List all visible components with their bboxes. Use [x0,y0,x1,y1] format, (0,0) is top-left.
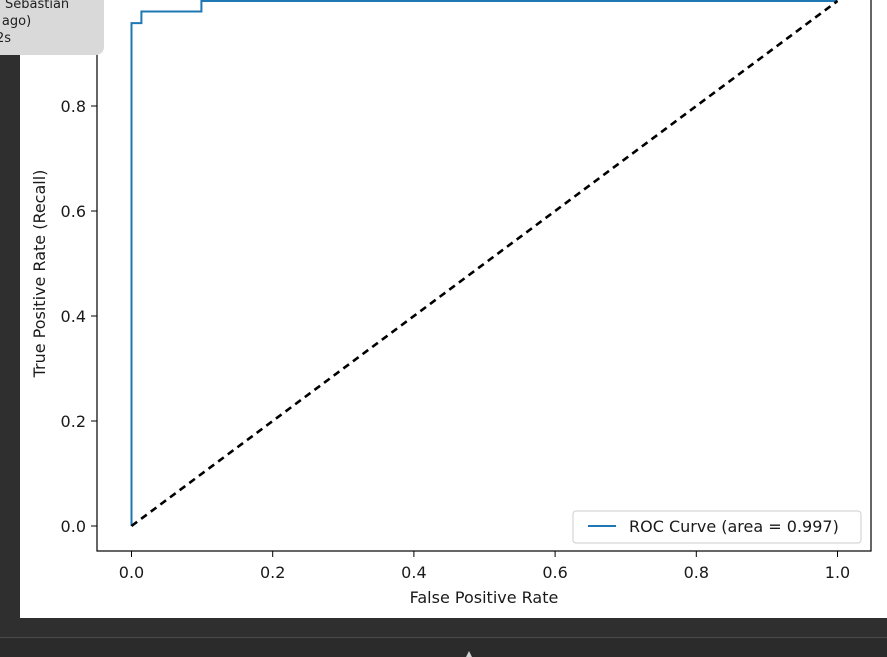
y-tick-label: 0.4 [61,307,86,326]
scroll-up-icon[interactable] [466,651,472,657]
roc-curve-line [130,0,838,526]
x-tick-label: 0.8 [684,563,709,582]
x-tick-label: 0.6 [542,563,567,582]
tooltip-time: es ago) [0,14,32,29]
y-tick-label: 0.2 [61,412,86,431]
x-axis-label: False Positive Rate [410,588,559,607]
bottom-scroll-bar[interactable] [0,637,887,657]
roc-chart: 0.0 0.2 0.4 0.6 0.8 1.0 0.0 0.2 0.4 0.6 0.8 ROC Cu… [30,0,872,607]
cell-output: 0.0 0.2 0.4 0.6 0.8 1.0 0.0 0.2 0.4 0.6 0.8 ROC Cu… [20,0,887,618]
plot-frame [96,0,872,552]
x-tick-label: 1.0 [825,563,850,582]
x-tick-label: 0.0 [119,563,144,582]
y-tick-label: 0.6 [61,202,86,221]
execution-tooltip: Sebastian es ago) 2s [0,0,104,55]
x-tick-label: 0.2 [260,563,285,582]
tooltip-author: Sebastian [5,0,70,12]
legend-label: ROC Curve (area = 0.997) [629,517,839,536]
tooltip-duration: 2s [0,31,12,46]
y-axis-label: True Positive Rate (Recall) [30,170,49,379]
diagonal-reference-line [130,0,839,528]
x-tick-label: 0.4 [401,563,426,582]
legend-box [572,510,862,544]
y-tick-label: 0.8 [61,97,86,116]
y-tick-label: 0.0 [61,517,86,536]
